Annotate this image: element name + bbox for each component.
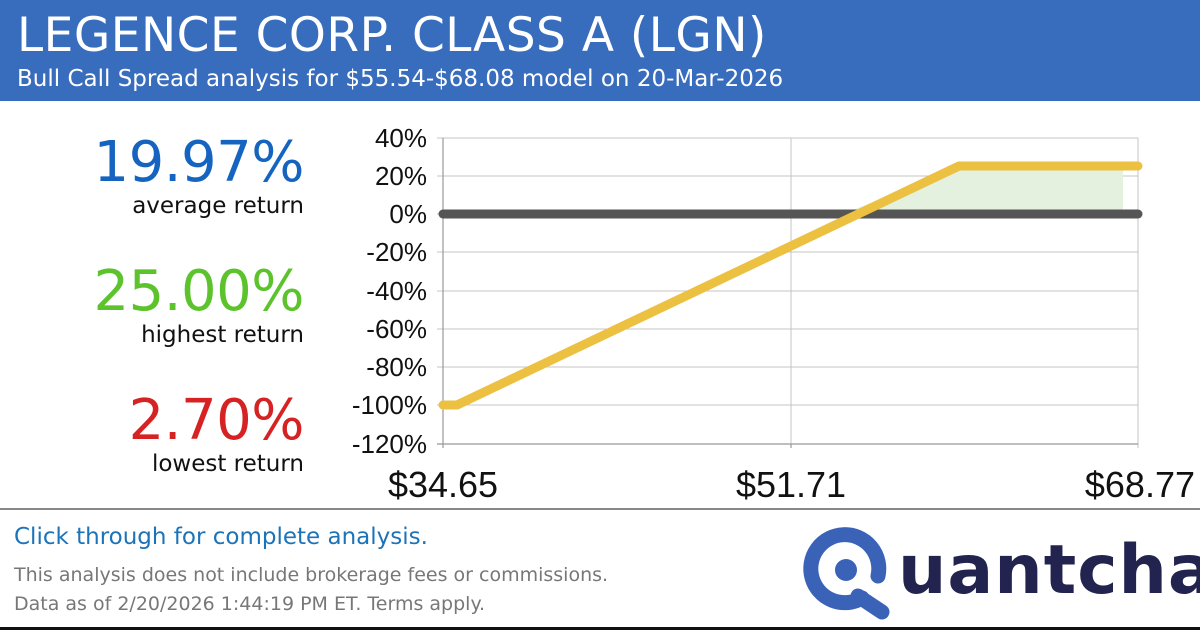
y-tick: -40% [366, 276, 427, 306]
y-tick: 40% [375, 123, 427, 153]
complete-analysis-link[interactable]: Click through for complete analysis. [14, 524, 428, 550]
highest-return-value: 25.00% [93, 259, 304, 324]
y-tick: -20% [366, 237, 427, 267]
average-return-label: average return [132, 193, 304, 219]
y-tick: -100% [352, 390, 427, 420]
quantcha-q-icon [803, 527, 890, 620]
profit-region-fill [850, 169, 1123, 211]
x-tick: $51.71 [736, 464, 846, 505]
average-return-stat: 19.97% average return [93, 130, 304, 220]
y-tick: -60% [366, 314, 427, 344]
y-tick: 20% [375, 161, 427, 191]
return-chart: 40% 20% 0% -20% -40% -60% -80% -100% -12… [352, 123, 1195, 505]
chart-axes [437, 138, 1138, 448]
quantcha-wordmark: uantcha [898, 531, 1200, 610]
highest-return-label: highest return [141, 322, 304, 348]
y-tick: -80% [366, 352, 427, 382]
x-tick: $34.65 [388, 464, 498, 505]
x-axis-labels: $34.65 $51.71 $68.77 [388, 464, 1195, 505]
return-line [438, 161, 1143, 410]
y-tick: -120% [352, 429, 427, 459]
header-banner: LEGENCE CORP. CLASS A (LGN) Bull Call Sp… [0, 0, 1200, 101]
page-subtitle: Bull Call Spread analysis for $55.54-$68… [17, 66, 784, 92]
footer-divider [0, 508, 1200, 510]
average-return-value: 19.97% [93, 130, 304, 195]
highest-return-stat: 25.00% highest return [93, 259, 304, 349]
disclaimer-data-date: Data as of 2/20/2026 1:44:19 PM ET. Term… [14, 593, 486, 615]
disclaimer-fees: This analysis does not include brokerage… [14, 564, 609, 586]
lowest-return-value: 2.70% [128, 388, 305, 453]
quantcha-logo[interactable]: uantcha [800, 520, 1200, 620]
y-axis-labels: 40% 20% 0% -20% -40% -60% -80% -100% -12… [352, 123, 427, 459]
x-tick: $68.77 [1085, 464, 1195, 505]
disclaimer-text: This analysis does not include brokerage… [14, 561, 608, 619]
lowest-return-label: lowest return [151, 451, 304, 477]
page-title: LEGENCE CORP. CLASS A (LGN) [17, 8, 767, 63]
bottom-border [0, 627, 1200, 630]
lowest-return-stat: 2.70% lowest return [128, 388, 305, 478]
y-tick: 0% [389, 199, 427, 229]
chart-svg: 40% 20% 0% -20% -40% -60% -80% -100% -12… [352, 123, 1195, 505]
